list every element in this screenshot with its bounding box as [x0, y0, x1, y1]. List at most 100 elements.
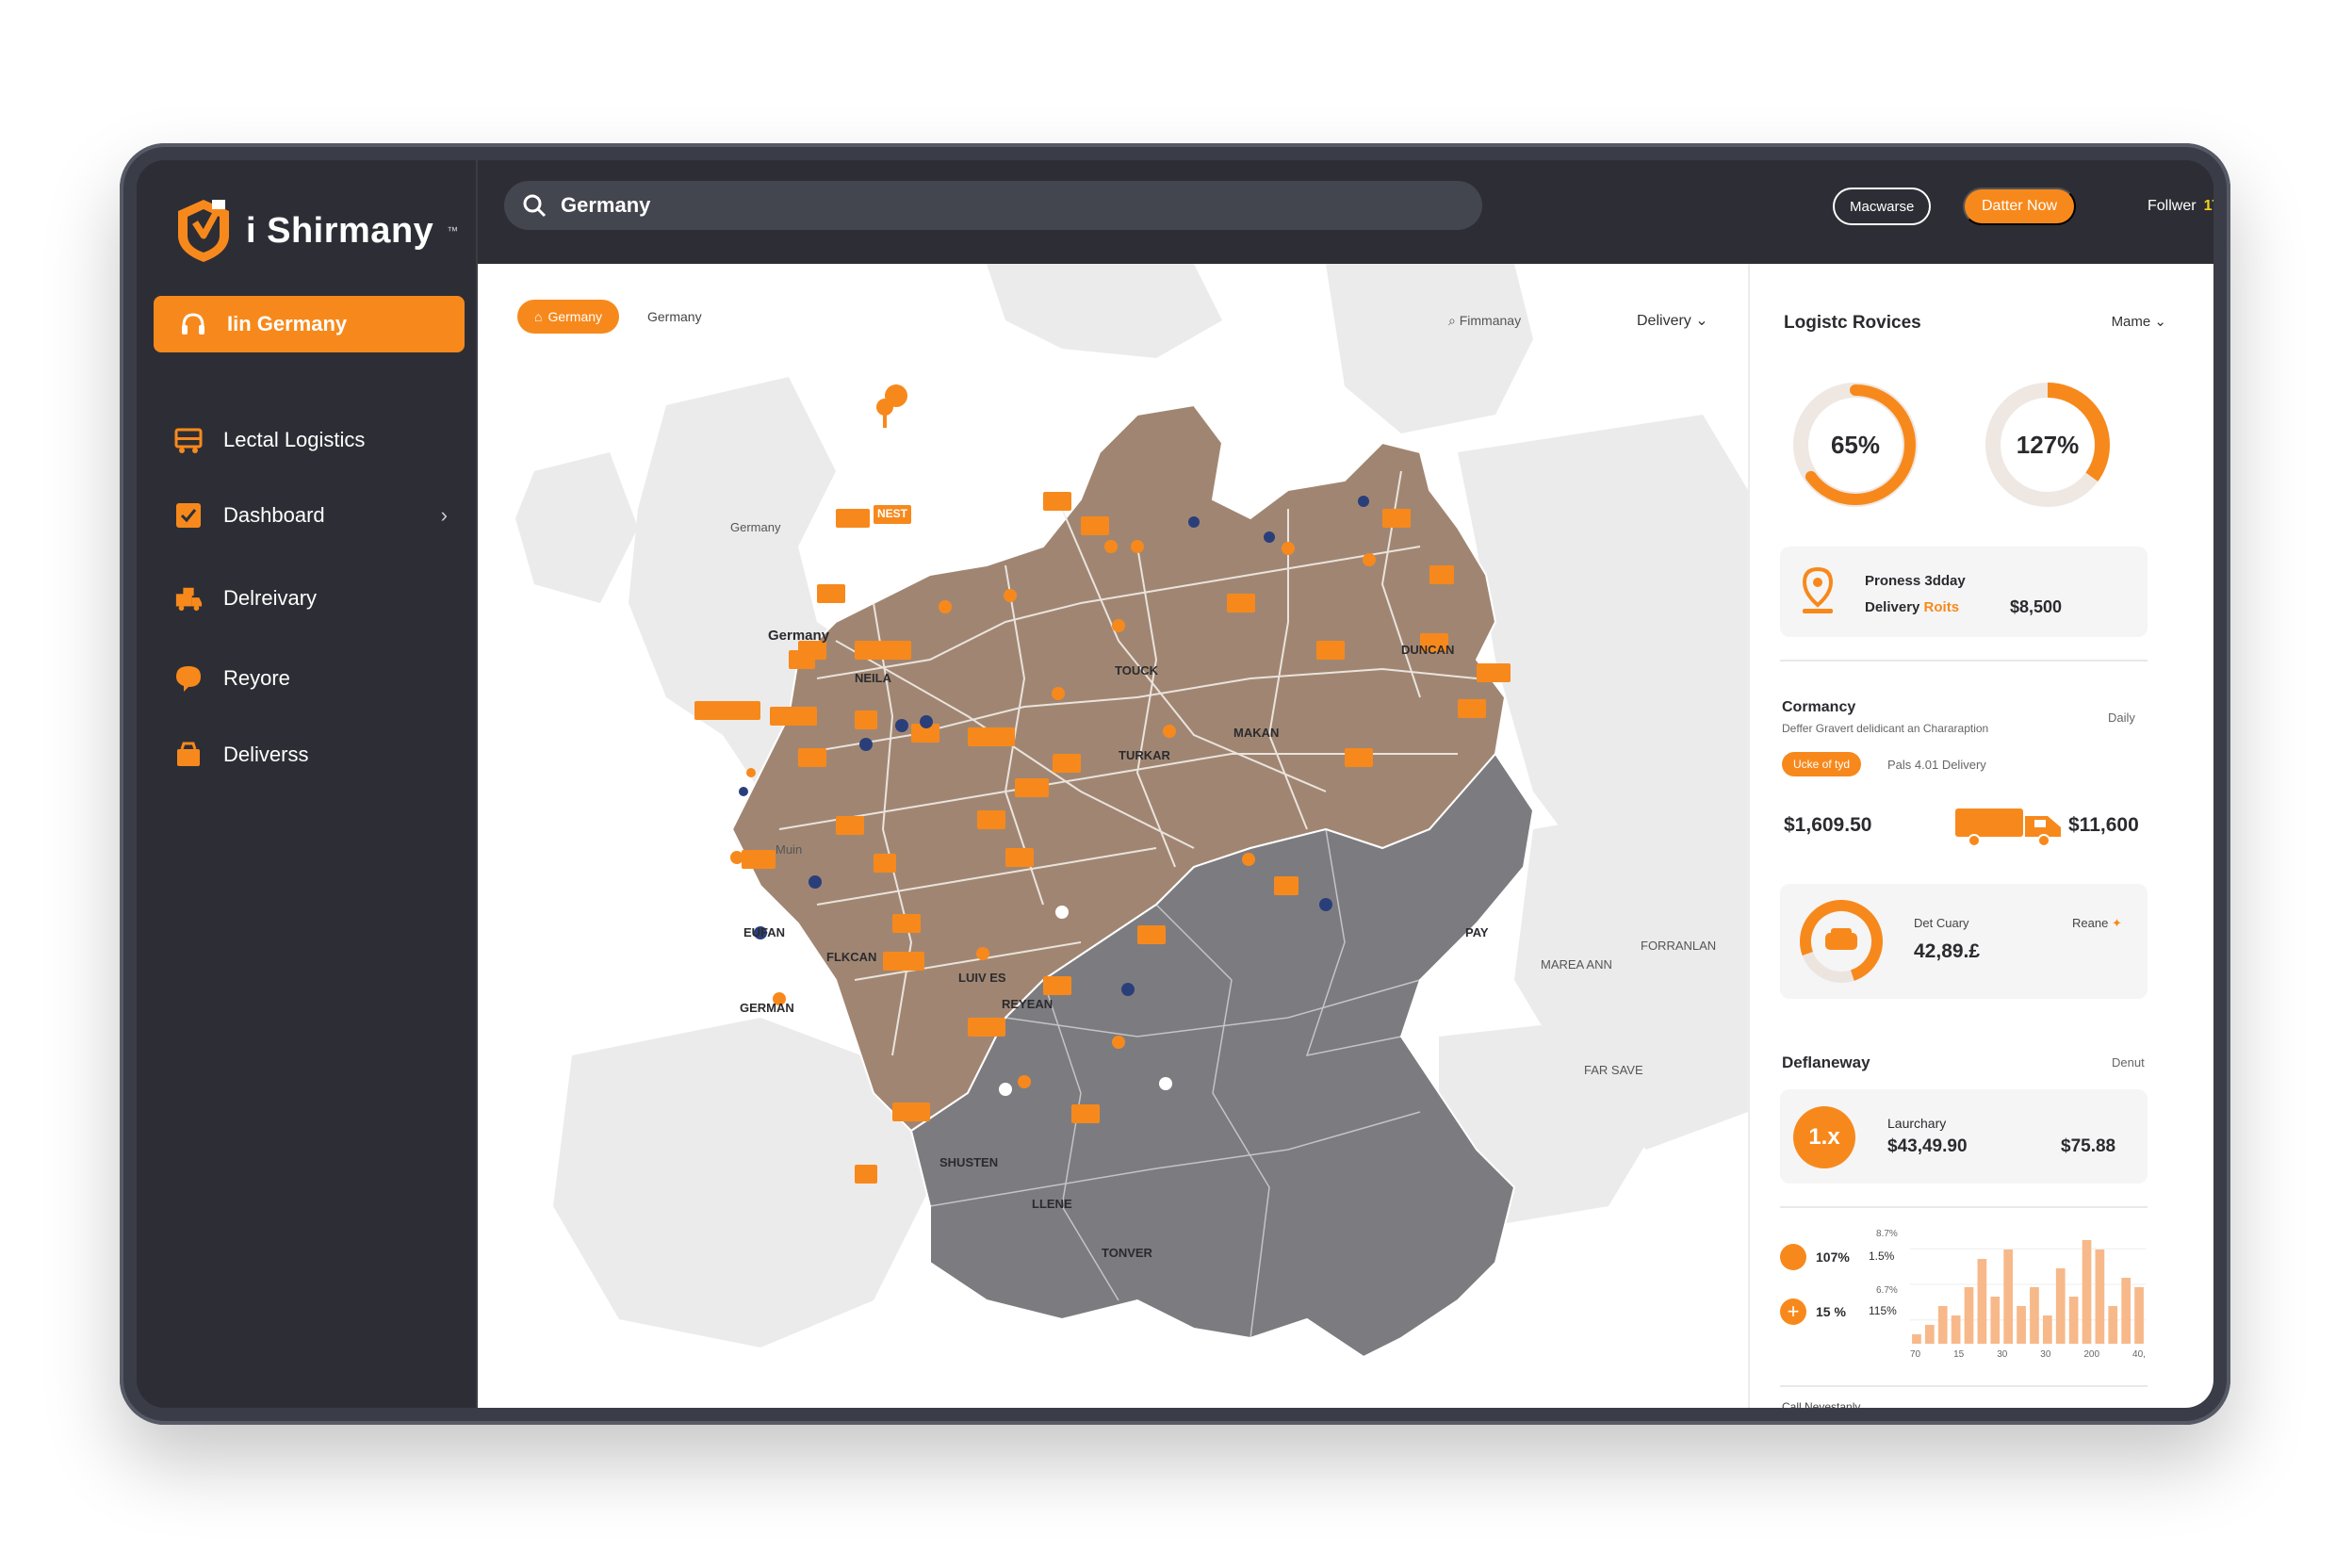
chevron-right-icon: ›: [440, 503, 448, 527]
place-label: Germany: [730, 520, 781, 534]
chart-bar: [1951, 1315, 1961, 1344]
divider: [1780, 660, 2148, 662]
follower-percent: 1T0.5%: [2203, 198, 2213, 214]
chart-bar: [2082, 1240, 2092, 1344]
currency-period: Daily: [2108, 710, 2135, 725]
region-borders: [929, 828, 1421, 1339]
plus-icon: ✦: [2111, 916, 2122, 930]
search-icon: ⌕: [1448, 313, 1456, 328]
search-bar[interactable]: [504, 181, 1482, 230]
macwarse-button[interactable]: Macwarse: [1833, 188, 1932, 225]
laurchary-badge: 1.x: [1793, 1106, 1855, 1168]
sidebar-item-lectal-logistics[interactable]: Lectal Logistics: [174, 426, 448, 454]
legend-value-1: 107%: [1816, 1250, 1850, 1265]
chart-bar: [2003, 1250, 2014, 1344]
reane-text: Reane: [2072, 916, 2109, 930]
x-tick: 70: [1910, 1349, 1921, 1360]
ring-1-value: 65%: [1830, 430, 1881, 459]
card-value: $8,500: [2010, 597, 2063, 616]
y-tick: 8.7%: [1876, 1229, 1898, 1239]
deflaneway-title: Deflaneway: [1782, 1054, 1870, 1071]
x-tick: 15: [1953, 1349, 1965, 1360]
place-label: NEST: [877, 507, 908, 520]
germany-filter-chip[interactable]: ⌂ Germany: [517, 300, 620, 334]
legend-sub-2: 115%: [1869, 1304, 1897, 1317]
search-input[interactable]: [561, 193, 1409, 218]
follower-label: Follwer: [2148, 198, 2197, 214]
sidebar-item-label: Reyore: [223, 666, 290, 690]
laurchary-card[interactable]: 1.x Laurchary $43,49.90 $75.88: [1780, 1089, 2148, 1184]
chart-bar: [1924, 1325, 1935, 1344]
car-ring-icon: [1800, 900, 1883, 983]
ring-2-value: 127%: [2016, 430, 2080, 459]
legend-value-2: 15 %: [1816, 1304, 1846, 1319]
legend-sub-1: 1.5%: [1869, 1250, 1895, 1263]
delivery-label: Delivery: [1637, 313, 1691, 329]
device-frame: i Shirmany ™ Iin Germany Lectal Logistic…: [120, 143, 2230, 1425]
currency-note: Pals 4.01 Delivery: [1887, 758, 1986, 772]
datter-now-button[interactable]: Datter Now: [1963, 188, 2077, 225]
map-search[interactable]: ⌕ Fimmanay: [1448, 313, 1521, 329]
place-label: MAREA ANN: [1541, 957, 1612, 972]
logo-text: i Shirmany: [246, 210, 434, 251]
reane-label: Reane ✦: [2072, 916, 2122, 931]
sidebar-item-delreivary[interactable]: Delreivary: [174, 584, 448, 612]
sidebar-item-label: Delreivary: [223, 586, 318, 610]
chart-bar: [2055, 1268, 2066, 1344]
sidebar-item-dashboard[interactable]: Dashboard ›: [174, 501, 448, 530]
card-line-2a: Delivery: [1865, 599, 1924, 615]
lock-icon: ⌂: [534, 309, 543, 324]
sidebar-item-in-germany[interactable]: Iin Germany: [154, 296, 465, 352]
delivery-dropdown[interactable]: Delivery ⌄: [1637, 311, 1708, 330]
place-label: FLKCAN: [826, 950, 877, 964]
x-axis: 70 15 30 30 200 40,: [1910, 1349, 2146, 1360]
x-tick: 40,: [2132, 1349, 2146, 1360]
chart-bar: [2121, 1278, 2132, 1344]
chip-label: Germany: [547, 309, 603, 324]
place-label: EUFAN: [743, 925, 786, 939]
deflaneway-right: Denut: [2112, 1055, 2145, 1070]
top-bar: Macwarse Datter Now Follwer 1T0.5% ☰: [478, 160, 2213, 264]
box-icon: [174, 741, 203, 769]
chart-bar: [2017, 1306, 2026, 1344]
sidebar-item-reyore[interactable]: Reyore: [174, 664, 448, 693]
marker-tags: [694, 492, 1511, 1184]
truck-icon: [174, 426, 203, 454]
germany-map[interactable]: [478, 264, 1748, 1408]
logo[interactable]: i Shirmany ™: [174, 198, 458, 264]
chart-bar: [2030, 1287, 2039, 1344]
place-label: DUNCAN: [1401, 643, 1455, 657]
logo-shield-icon: [178, 200, 229, 262]
check-box-icon: [174, 501, 203, 530]
add-icon[interactable]: +: [1780, 1298, 1806, 1325]
card-line-2b: Roits: [1923, 599, 1960, 615]
delivery-route-card[interactable]: Proness 3dday Delivery Roits $8,500: [1780, 547, 2148, 637]
ring-2-arc: [1985, 383, 2110, 507]
place-label: FORRANLAN: [1641, 939, 1717, 953]
sidebar-item-label: Deliverss: [223, 743, 309, 766]
region-south[interactable]: [909, 752, 1535, 1359]
logistics-panel: Logistc Rovices Mame ⌄ 65% 127% Proness …: [1748, 264, 2213, 1408]
chart-bar: [1912, 1334, 1921, 1344]
det-cuary-card[interactable]: Det Cuary 42,89.£ Reane ✦: [1780, 884, 2148, 999]
place-label: MAKAN: [1233, 726, 1280, 740]
search-icon: [523, 194, 547, 218]
logo-trademark: ™: [447, 224, 459, 237]
chart-bar: [1977, 1259, 1987, 1344]
x-tick: 30: [2040, 1349, 2051, 1360]
follower-stat[interactable]: Follwer 1T0.5%: [2148, 196, 2213, 217]
place-label: REYEAN: [1002, 997, 1054, 1011]
place-label: TURKAR: [1119, 748, 1170, 762]
place-label: Muin: [776, 842, 803, 857]
map-region-label: Germany: [647, 309, 702, 324]
chart-bar: [1990, 1297, 2001, 1344]
currency-pill[interactable]: Ucke of tyd: [1782, 752, 1862, 776]
currency-subtitle: Deffer Gravert delidicant an Chararaptio…: [1782, 722, 1989, 735]
divider: [1780, 1385, 2148, 1387]
det-cuary-title: Det Cuary: [1914, 916, 1969, 930]
sort-dropdown[interactable]: Mame ⌄: [2111, 314, 2166, 330]
place-label: LUIV ES: [958, 971, 1006, 985]
place-label: NEILA: [855, 671, 891, 685]
sidebar-item-deliverss[interactable]: Deliverss: [174, 741, 448, 769]
location-pin-icon: [1802, 567, 1834, 613]
